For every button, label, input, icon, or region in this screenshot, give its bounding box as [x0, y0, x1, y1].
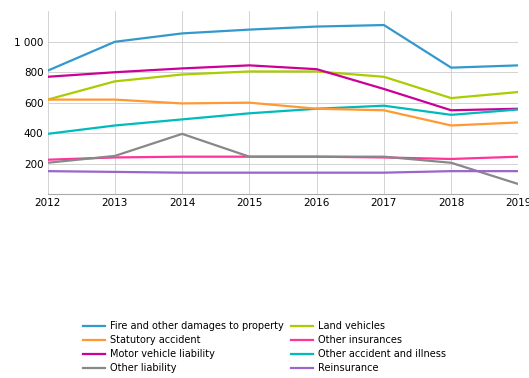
Other insurances [179, 155, 185, 159]
Land vehicles [179, 72, 185, 77]
Land vehicles [448, 96, 454, 101]
Land vehicles [112, 79, 118, 84]
Fire and other damages to property [448, 65, 454, 70]
Reinsurance [448, 169, 454, 174]
Land vehicles [44, 98, 51, 102]
Other accident and illness [246, 111, 252, 116]
Other insurances [44, 158, 51, 162]
Line: Other accident and illness: Other accident and illness [48, 106, 518, 134]
Land vehicles [246, 69, 252, 74]
Motor vehicle liability [44, 74, 51, 79]
Line: Other insurances: Other insurances [48, 157, 518, 160]
Reinsurance [246, 170, 252, 175]
Reinsurance [515, 169, 522, 174]
Statutory accident [314, 107, 320, 111]
Other accident and illness [448, 113, 454, 117]
Motor vehicle liability [246, 63, 252, 68]
Fire and other damages to property [112, 40, 118, 44]
Other insurances [515, 155, 522, 159]
Other liability [515, 182, 522, 186]
Motor vehicle liability [112, 70, 118, 74]
Motor vehicle liability [179, 66, 185, 71]
Fire and other damages to property [314, 24, 320, 29]
Other liability [246, 155, 252, 159]
Reinsurance [179, 170, 185, 175]
Other liability [44, 161, 51, 165]
Land vehicles [381, 74, 387, 79]
Line: Reinsurance: Reinsurance [48, 171, 518, 173]
Reinsurance [314, 170, 320, 175]
Other accident and illness [515, 107, 522, 112]
Other insurances [381, 155, 387, 160]
Fire and other damages to property [515, 63, 522, 68]
Statutory accident [515, 120, 522, 125]
Land vehicles [515, 90, 522, 94]
Motor vehicle liability [314, 67, 320, 71]
Other insurances [448, 157, 454, 161]
Land vehicles [314, 69, 320, 74]
Other insurances [246, 155, 252, 159]
Motor vehicle liability [515, 107, 522, 111]
Other liability [112, 154, 118, 158]
Line: Motor vehicle liability: Motor vehicle liability [48, 65, 518, 110]
Other accident and illness [44, 132, 51, 136]
Other accident and illness [112, 123, 118, 128]
Statutory accident [448, 123, 454, 128]
Statutory accident [112, 98, 118, 102]
Other liability [381, 155, 387, 159]
Statutory accident [44, 98, 51, 102]
Other insurances [314, 155, 320, 159]
Motor vehicle liability [448, 108, 454, 113]
Reinsurance [381, 170, 387, 175]
Line: Statutory accident: Statutory accident [48, 100, 518, 125]
Reinsurance [44, 169, 51, 174]
Fire and other damages to property [246, 27, 252, 32]
Legend: Fire and other damages to property, Statutory accident, Motor vehicle liability,: Fire and other damages to property, Stat… [84, 321, 445, 373]
Motor vehicle liability [381, 87, 387, 91]
Other insurances [112, 155, 118, 160]
Other accident and illness [314, 107, 320, 111]
Line: Other liability: Other liability [48, 134, 518, 184]
Statutory accident [381, 108, 387, 113]
Line: Fire and other damages to property: Fire and other damages to property [48, 25, 518, 71]
Other accident and illness [381, 104, 387, 108]
Reinsurance [112, 170, 118, 174]
Statutory accident [246, 101, 252, 105]
Fire and other damages to property [179, 31, 185, 36]
Fire and other damages to property [381, 23, 387, 27]
Other liability [448, 161, 454, 165]
Statutory accident [179, 101, 185, 106]
Line: Land vehicles: Land vehicles [48, 71, 518, 100]
Other accident and illness [179, 117, 185, 122]
Other liability [179, 132, 185, 136]
Other liability [314, 155, 320, 159]
Fire and other damages to property [44, 68, 51, 73]
